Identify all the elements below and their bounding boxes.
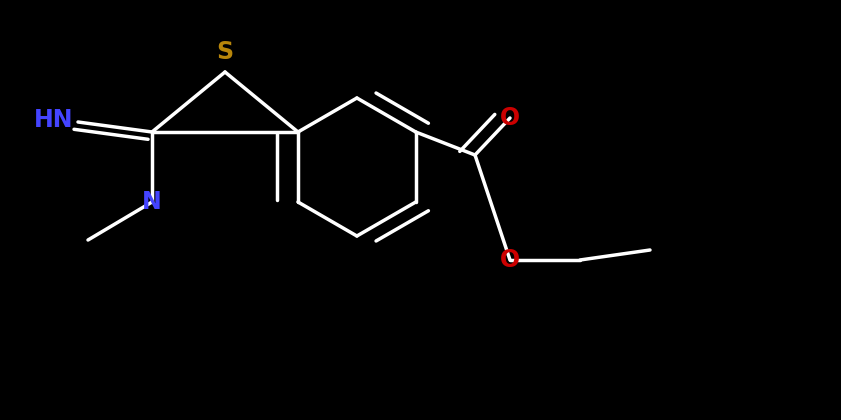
Text: O: O	[500, 106, 520, 130]
Text: HN: HN	[34, 108, 74, 132]
Text: O: O	[500, 248, 520, 272]
Text: N: N	[142, 190, 161, 214]
Text: S: S	[216, 39, 234, 63]
